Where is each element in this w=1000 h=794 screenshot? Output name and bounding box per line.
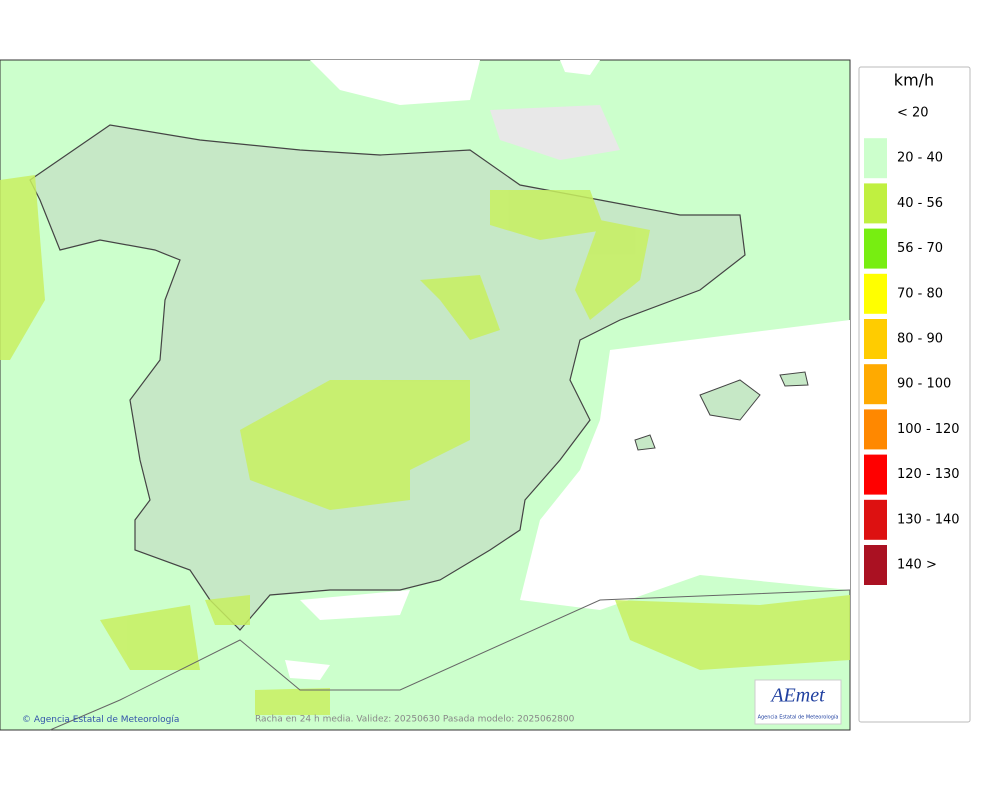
legend-swatch	[864, 454, 887, 495]
legend-swatch	[864, 273, 887, 314]
legend-swatch	[864, 364, 887, 405]
legend-label: 100 - 120	[897, 422, 960, 437]
legend-label: 80 - 90	[897, 332, 943, 347]
legend-swatch	[864, 138, 887, 179]
legend-swatch	[864, 228, 887, 269]
legend-swatch	[864, 545, 887, 585]
sea-white-areas	[285, 60, 850, 680]
legend-label: < 20	[897, 106, 929, 121]
logo: AEmet	[769, 685, 825, 707]
legend-label: 140 >	[897, 558, 937, 573]
legend-title: km/h	[894, 71, 934, 90]
islands	[634, 371, 809, 451]
legend-swatch	[864, 499, 887, 540]
caption: Racha en 24 h media. Validez: 20250630 P…	[255, 715, 575, 725]
logo-box	[754, 679, 842, 725]
africa-coast	[49, 589, 851, 731]
gust-areas-40-56	[0, 175, 850, 715]
legend-label: 70 - 80	[897, 286, 943, 301]
legend-label: 56 - 70	[897, 241, 943, 256]
logo-subtitle: Agencia Estatal de Meteorología	[758, 714, 839, 721]
legend-label: 90 - 100	[897, 377, 951, 392]
legend-label: 120 - 130	[897, 467, 960, 482]
legend-swatch	[864, 319, 887, 359]
legend-swatch	[864, 183, 887, 224]
legend-swatch	[864, 409, 887, 450]
legend-label: 130 - 140	[897, 512, 960, 527]
legend-label: 20 - 40	[897, 151, 943, 166]
legend-label: 40 - 56	[897, 196, 943, 211]
cloud-mask	[490, 105, 620, 160]
credit: © Agencia Estatal de Meteorología	[22, 715, 179, 725]
